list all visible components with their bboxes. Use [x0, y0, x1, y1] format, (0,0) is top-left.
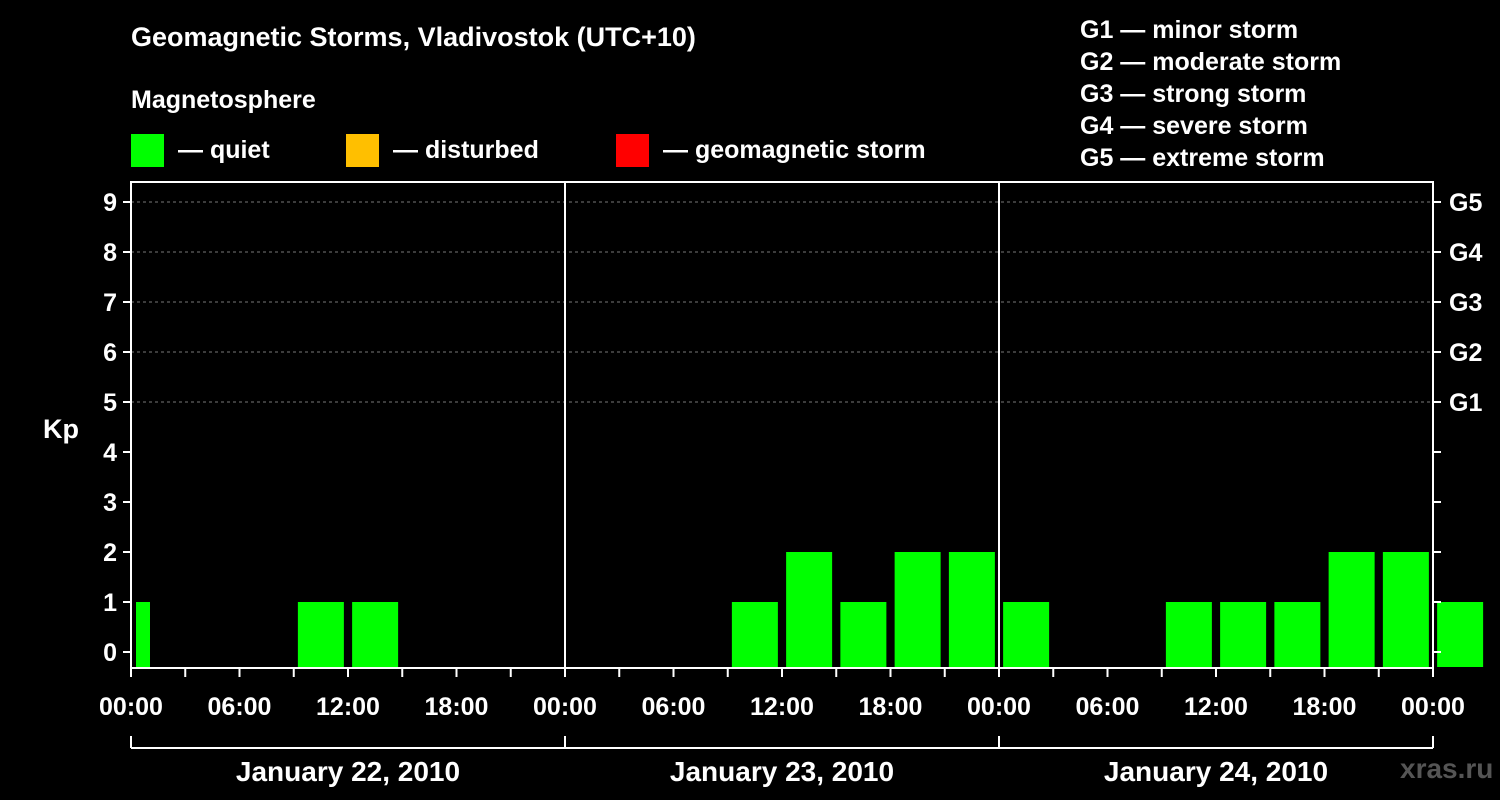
kp-bar — [1003, 602, 1050, 667]
y-tick-label: 5 — [103, 389, 117, 417]
x-tick-label: 06:00 — [1076, 693, 1140, 721]
kp-bar — [731, 602, 778, 667]
kp-bar — [1437, 602, 1484, 667]
kp-bar — [1274, 602, 1321, 667]
storm-scale-g3: G3 — strong storm — [1080, 80, 1307, 108]
legend-item-disturbed: — disturbed — [346, 133, 539, 167]
x-tick-label: 00:00 — [967, 693, 1031, 721]
day-label: January 22, 2010 — [236, 756, 460, 787]
x-tick-label: 18:00 — [425, 693, 489, 721]
y-tick-label: 4 — [103, 439, 117, 467]
watermark: xras.ru — [1400, 753, 1494, 784]
y-tick-label: 8 — [103, 239, 117, 267]
x-tick-label: 06:00 — [208, 693, 272, 721]
x-tick-label: 12:00 — [750, 693, 814, 721]
y-tick-label: 0 — [103, 639, 117, 667]
right-tick-label: G2 — [1449, 339, 1482, 367]
storm-scale-g4: G4 — severe storm — [1080, 112, 1308, 140]
kp-bar — [352, 602, 399, 667]
y-tick-label: 3 — [103, 489, 117, 517]
x-tick-label: 12:00 — [1184, 693, 1248, 721]
y-tick-label: 6 — [103, 339, 117, 367]
storm-scale-g2: G2 — moderate storm — [1080, 48, 1342, 76]
y-axis-label: Kp — [43, 414, 79, 444]
day-label: January 24, 2010 — [1104, 756, 1328, 787]
day-label: January 23, 2010 — [670, 756, 894, 787]
right-tick-label: G5 — [1449, 189, 1482, 217]
x-tick-label: 18:00 — [1293, 693, 1357, 721]
x-tick-label: 00:00 — [533, 693, 597, 721]
kp-bar — [297, 602, 344, 667]
x-tick-label: 00:00 — [99, 693, 163, 721]
x-tick-label: 00:00 — [1401, 693, 1465, 721]
y-tick-label: 9 — [103, 189, 117, 217]
kp-bar — [1382, 552, 1429, 667]
kp-bar — [894, 552, 941, 667]
x-tick-label: 12:00 — [316, 693, 380, 721]
kp-bar — [1328, 552, 1375, 667]
y-tick-label: 7 — [103, 289, 117, 317]
plot-frame — [130, 181, 1434, 669]
y-tick-label: 1 — [103, 589, 117, 617]
kp-bar — [948, 552, 995, 667]
chart-subtitle: Magnetosphere — [131, 86, 316, 114]
legend-label-storm: — geomagnetic storm — [663, 135, 926, 164]
right-tick-label: G3 — [1449, 289, 1482, 317]
storm-scale-legend: G1 — minor storm G2 — moderate storm G3 … — [1080, 14, 1341, 174]
legend-swatch-disturbed — [346, 133, 379, 167]
storm-scale-g1: G1 — minor storm — [1080, 16, 1299, 44]
legend-swatch-storm — [616, 133, 649, 167]
kp-bar — [840, 602, 887, 667]
x-tick-label: 18:00 — [859, 693, 923, 721]
legend-item-quiet: — quiet — [131, 133, 270, 167]
legend-label-disturbed: — disturbed — [393, 135, 539, 164]
chart-title: Geomagnetic Storms, Vladivostok (UTC+10) — [131, 22, 696, 52]
legend-swatch-quiet — [131, 133, 164, 167]
kp-bar — [136, 602, 150, 667]
kp-bar — [1165, 602, 1212, 667]
right-tick-label: G4 — [1449, 239, 1482, 267]
storm-scale-g5: G5 — extreme storm — [1080, 144, 1325, 172]
x-tick-label: 06:00 — [642, 693, 706, 721]
legend-label-quiet: — quiet — [178, 135, 270, 164]
y-tick-label: 2 — [103, 539, 117, 567]
kp-bar — [786, 552, 833, 667]
legend-item-storm: — geomagnetic storm — [616, 133, 926, 167]
kp-bar — [1220, 602, 1267, 667]
right-tick-label: G1 — [1449, 389, 1482, 417]
